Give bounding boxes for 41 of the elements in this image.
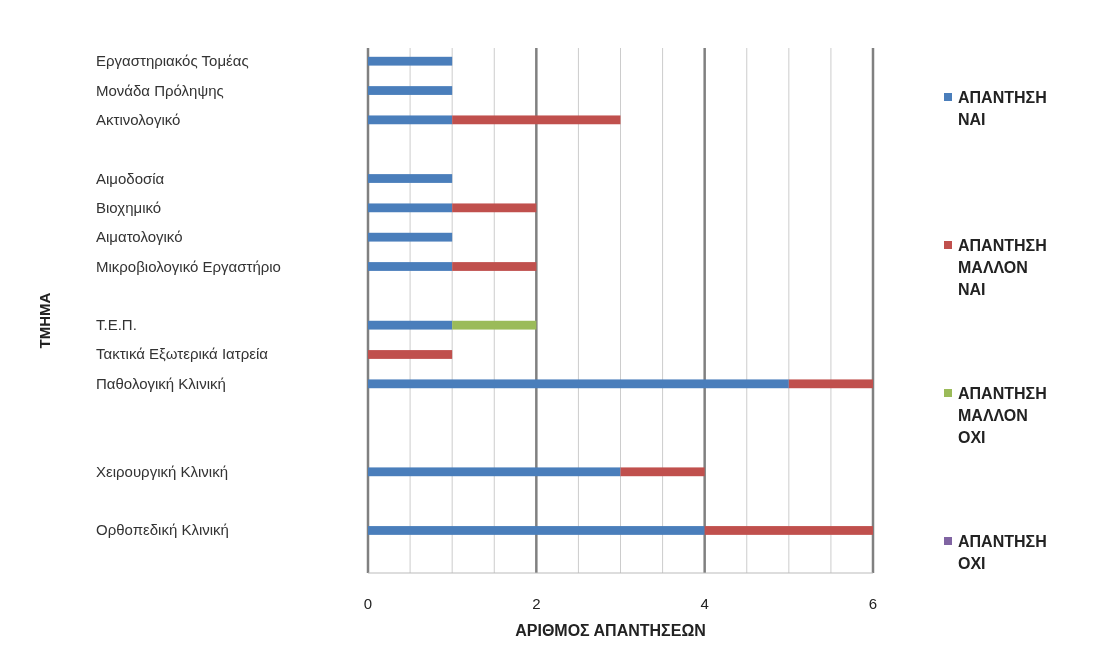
y-tick-label: Αιμοδοσία — [96, 169, 165, 187]
bar — [368, 320, 453, 330]
bar — [704, 526, 873, 535]
bar — [368, 232, 453, 242]
y-tick-label: Εργαστηριακός Τομέας — [96, 52, 249, 70]
x-tick-label: 6 — [868, 595, 878, 612]
bar — [452, 203, 537, 213]
bar — [452, 262, 537, 271]
bar — [452, 320, 537, 330]
legend-label: ΑΠΑΝΤΗΣΗ ΝΑΙ — [958, 89, 1047, 128]
y-tick-label: Μικροβιολογικό Εργαστήριο — [96, 257, 281, 275]
y-tick-label: Ακτινολογικό — [96, 110, 181, 128]
bar — [452, 115, 621, 125]
legend-label: ΑΠΑΝΤΗΣΗ ΜΑΛΛΟΝ ΟΧΙ — [958, 385, 1047, 446]
bar — [368, 350, 453, 359]
x-tick-label: 0 — [363, 595, 373, 612]
y-tick-label: Τ.Ε.Π. — [96, 316, 137, 334]
y-tick-label: Παθολογική Κλινική — [96, 374, 226, 392]
x-tick-label: 2 — [532, 595, 541, 612]
bar — [368, 86, 453, 95]
bar — [368, 56, 453, 66]
bar — [368, 379, 789, 389]
y-tick-label: Μονάδα Πρόληψης — [96, 81, 224, 99]
bar — [368, 262, 453, 271]
bar — [368, 467, 621, 477]
y-tick-label: Ορθοπεδική Κλινική — [96, 521, 229, 539]
y-axis-title: ΤΜΗΜΑ — [36, 292, 53, 349]
y-tick-label: Αιματολογικό — [96, 228, 183, 246]
x-axis-title: ΑΡΙΘΜΟΣ ΑΠΑΝΤΗΣΕΩΝ — [515, 622, 706, 639]
y-tick-label: Τακτικά Εξωτερικά Ιατρεία — [96, 345, 269, 363]
bar — [368, 115, 453, 125]
y-tick-label: Χειρουργική Κλινική — [96, 462, 228, 480]
bar — [620, 467, 705, 477]
bar — [368, 203, 453, 213]
bar — [788, 379, 873, 389]
y-tick-label: Βιοχημικό — [96, 198, 162, 216]
legend-label: ΑΠΑΝΤΗΣΗ ΟΧΙ — [958, 533, 1047, 572]
x-tick-label: 4 — [700, 595, 709, 612]
bar — [368, 174, 453, 183]
bar — [368, 526, 705, 535]
legend-label: ΑΠΑΝΤΗΣΗ ΜΑΛΛΟΝ ΝΑΙ — [958, 237, 1047, 298]
